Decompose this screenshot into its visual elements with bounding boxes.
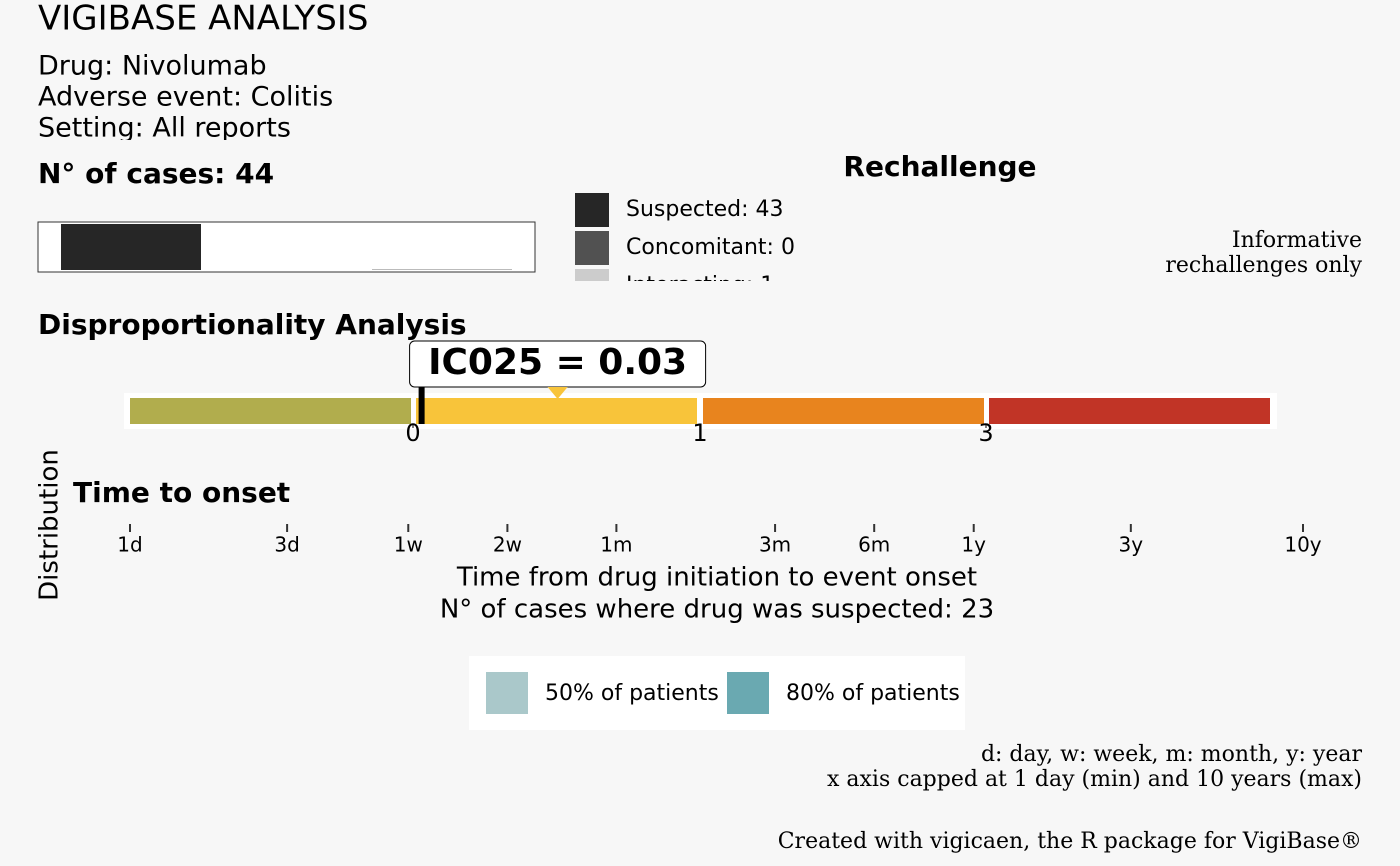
legend-swatch <box>575 269 609 281</box>
cases-title: N° of cases: 44 <box>38 157 274 190</box>
x-tick-label: 1m <box>600 533 632 557</box>
tick-label: 1 <box>692 419 707 447</box>
legend-swatch <box>486 672 528 714</box>
legend-label: Concomitant: 0 <box>626 235 795 260</box>
rechallenge-note: Informative <box>1232 228 1362 253</box>
ic-marker <box>418 360 425 424</box>
legend-label: 80% of patients <box>786 681 960 706</box>
legend-swatch <box>575 193 609 227</box>
footnote: d: day, w: week, m: month, y: year <box>981 742 1363 767</box>
tick-label: 0 <box>405 419 420 447</box>
y-axis-label: Distribution <box>35 449 65 601</box>
x-tick-label: 6m <box>858 533 890 557</box>
ic-segment <box>130 398 411 424</box>
ic-segment <box>703 398 984 424</box>
legend: 50% of patients 80% of patients <box>486 672 960 714</box>
rechallenge-note: rechallenges only <box>1165 253 1362 278</box>
legend-label: Interacting: 1 <box>626 273 774 298</box>
tto-axis: 1d 3d 1w 2w 1m 3m 6m 1y 3y 10y <box>117 524 1322 557</box>
ic-segment <box>416 398 697 424</box>
drug: Drug: Nivolumab <box>38 51 267 82</box>
cases-bar <box>61 224 201 270</box>
x-tick-label: 3m <box>759 533 791 557</box>
x-tick-label: 2w <box>493 533 522 557</box>
ic-label: IC025 = 0.03 <box>428 342 687 383</box>
x-tick-label: 1w <box>394 533 423 557</box>
legend-box <box>469 656 965 730</box>
ic-scale: 0 1 3 IC025 = 0.03 <box>130 340 1270 447</box>
event: Adverse event: Colitis <box>38 82 333 113</box>
ic-segment <box>989 398 1270 424</box>
x-axis-label: N° of cases where drug was suspected: 23 <box>440 595 994 625</box>
legend-swatch <box>727 672 769 714</box>
setting: Setting: All reports <box>38 113 291 144</box>
x-tick-label: 3y <box>1119 533 1144 557</box>
ic-label-pointer <box>547 387 568 399</box>
legend-swatch <box>575 231 609 265</box>
x-tick-label: 1d <box>117 533 142 557</box>
legend-label: Suspected: 43 <box>626 197 784 222</box>
tick-label: 3 <box>978 419 993 447</box>
x-tick-label: 10y <box>1284 533 1321 557</box>
x-tick-label: 3d <box>274 533 299 557</box>
title: VIGIBASE ANALYSIS <box>38 0 368 39</box>
x-axis-label: Time from drug initiation to event onset <box>456 563 977 593</box>
x-tick-label: 1y <box>961 533 986 557</box>
footnote: Created with vigicaen, the R package for… <box>778 829 1362 854</box>
tto-title: Time to onset <box>73 476 290 509</box>
rechallenge-title: Rechallenge <box>843 150 1036 183</box>
legend-label: 50% of patients <box>545 681 719 706</box>
cases-legend: Suspected: 43 Concomitant: 0 Interacting: … <box>575 193 795 298</box>
header: VIGIBASE ANALYSIS Drug: Nivolumab Advers… <box>38 0 368 144</box>
dispro-title: Disproportionality Analysis <box>38 308 467 341</box>
footnote: x axis capped at 1 day (min) and 10 year… <box>827 767 1362 792</box>
